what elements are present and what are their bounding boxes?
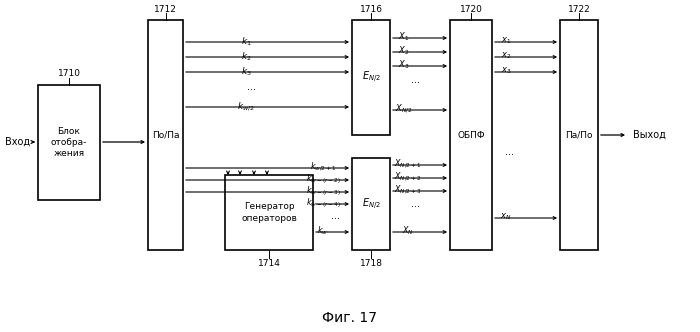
Bar: [148, 20, 183, 250]
Text: $E_{N/2}$: $E_{N/2}$: [362, 70, 380, 85]
Bar: [38, 85, 100, 200]
Text: $k_2$: $k_2$: [241, 51, 251, 63]
Text: 1718: 1718: [360, 259, 382, 268]
Text: Выход: Выход: [633, 130, 666, 140]
Text: $X_3$: $X_3$: [398, 59, 409, 71]
Text: По/Па: По/Па: [152, 130, 179, 139]
Text: $x_1$: $x_1$: [500, 36, 511, 46]
Bar: [352, 158, 390, 250]
Text: 1720: 1720: [460, 5, 482, 14]
Text: ...: ...: [246, 82, 256, 92]
Bar: [560, 20, 598, 250]
Text: Па/По: Па/По: [566, 130, 593, 139]
Text: $k_{w/2+1}$: $k_{w/2+1}$: [310, 161, 336, 173]
Text: $x_3$: $x_3$: [500, 66, 511, 76]
Text: $k_{w-(r-4)}$: $k_{w-(r-4)}$: [306, 196, 340, 210]
Text: Фиг. 17: Фиг. 17: [323, 311, 377, 325]
Text: $X_{N/2+2}$: $X_{N/2+2}$: [394, 171, 421, 183]
Text: 1722: 1722: [568, 5, 590, 14]
Bar: [352, 20, 390, 135]
Text: $X_N$: $X_N$: [402, 225, 414, 237]
Text: $x_N$: $x_N$: [500, 212, 512, 222]
Bar: [225, 175, 313, 250]
Text: $k_{w-(r-3)}$: $k_{w-(r-3)}$: [306, 184, 340, 198]
Text: ...: ...: [410, 75, 419, 85]
Text: 1710: 1710: [57, 69, 80, 78]
Bar: [450, 20, 492, 250]
Text: Генератор
операторов: Генератор операторов: [241, 203, 297, 222]
Text: ОБПФ: ОБПФ: [457, 130, 485, 139]
Text: $k_{w/2}$: $k_{w/2}$: [237, 101, 255, 114]
Text: ...: ...: [505, 147, 514, 157]
Text: $E_{N/2}$: $E_{N/2}$: [362, 197, 380, 211]
Text: $k_3$: $k_3$: [241, 66, 251, 78]
Text: $X_1$: $X_1$: [398, 31, 409, 43]
Text: ...: ...: [410, 199, 419, 209]
Text: 1712: 1712: [154, 5, 177, 14]
Text: $k_{w-(r-2)}$: $k_{w-(r-2)}$: [306, 172, 340, 186]
Text: $x_2$: $x_2$: [500, 51, 511, 61]
Text: $X_{N/2+3}$: $X_{N/2+3}$: [394, 184, 421, 197]
Text: $k_w$: $k_w$: [317, 225, 328, 237]
Text: $k_1$: $k_1$: [241, 36, 251, 48]
Text: 1714: 1714: [258, 259, 281, 268]
Text: Блок
отобра-
жения: Блок отобра- жения: [51, 127, 88, 158]
Text: 1716: 1716: [360, 5, 382, 14]
Text: ...: ...: [330, 211, 340, 221]
Text: $X_{N/2}$: $X_{N/2}$: [395, 103, 413, 116]
Text: $X_{N/2+1}$: $X_{N/2+1}$: [394, 158, 421, 170]
Text: Вход: Вход: [5, 137, 30, 147]
Text: $X_2$: $X_2$: [398, 45, 409, 57]
